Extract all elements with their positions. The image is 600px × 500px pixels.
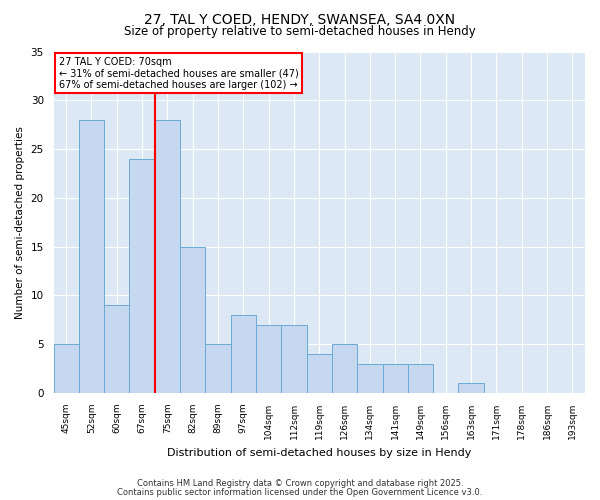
Bar xyxy=(230,315,256,393)
Bar xyxy=(130,159,155,393)
Bar xyxy=(307,354,332,393)
Bar xyxy=(205,344,230,393)
Text: Contains public sector information licensed under the Open Government Licence v3: Contains public sector information licen… xyxy=(118,488,482,497)
Bar xyxy=(383,364,408,393)
Bar xyxy=(332,344,357,393)
Bar xyxy=(256,325,281,393)
Text: Contains HM Land Registry data © Crown copyright and database right 2025.: Contains HM Land Registry data © Crown c… xyxy=(137,478,463,488)
Bar xyxy=(281,325,307,393)
Bar xyxy=(104,305,130,393)
Text: 27 TAL Y COED: 70sqm
← 31% of semi-detached houses are smaller (47)
67% of semi-: 27 TAL Y COED: 70sqm ← 31% of semi-detac… xyxy=(59,56,299,90)
Bar xyxy=(79,120,104,393)
Bar xyxy=(180,246,205,393)
X-axis label: Distribution of semi-detached houses by size in Hendy: Distribution of semi-detached houses by … xyxy=(167,448,472,458)
Y-axis label: Number of semi-detached properties: Number of semi-detached properties xyxy=(15,126,25,318)
Bar xyxy=(458,384,484,393)
Bar xyxy=(357,364,383,393)
Text: 27, TAL Y COED, HENDY, SWANSEA, SA4 0XN: 27, TAL Y COED, HENDY, SWANSEA, SA4 0XN xyxy=(145,12,455,26)
Bar xyxy=(408,364,433,393)
Text: Size of property relative to semi-detached houses in Hendy: Size of property relative to semi-detach… xyxy=(124,25,476,38)
Bar xyxy=(155,120,180,393)
Bar xyxy=(53,344,79,393)
